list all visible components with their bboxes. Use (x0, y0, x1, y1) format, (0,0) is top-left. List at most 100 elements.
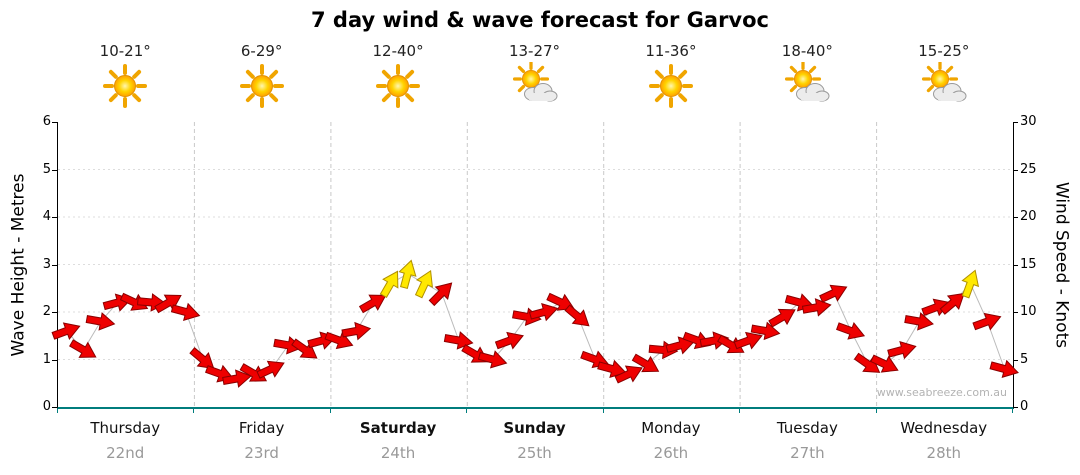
left-axis-tick (52, 169, 57, 171)
day-name: Tuesday (776, 419, 838, 437)
wind-arrow (989, 359, 1019, 378)
wind-arrow (614, 365, 643, 384)
left-axis-tick-label: 4 (42, 209, 51, 224)
left-axis-tick (52, 359, 57, 361)
wind-arrow (189, 347, 215, 370)
left-axis-tick-label: 3 (42, 256, 51, 272)
left-axis-tick-label: 6 (42, 114, 51, 129)
day-date: 26th (653, 444, 689, 462)
sun-cloud-icon (783, 60, 831, 110)
day-name: Saturday (359, 419, 437, 437)
wind-arrow (324, 331, 354, 350)
wind-arrow (870, 354, 899, 373)
plot-area: www.seabreeze.com.au (51, 122, 1019, 409)
day-date: 27th (790, 444, 825, 462)
day-boundary-tick (1012, 409, 1013, 413)
wind-arrow (836, 322, 866, 340)
right-axis-tick-label: 15 (1020, 256, 1037, 272)
left-axis-tick-label: 5 (42, 161, 51, 177)
right-axis-tick (1013, 169, 1018, 171)
right-axis-tick (1013, 122, 1018, 123)
wind-arrow (69, 339, 97, 358)
right-axis-tick (1013, 217, 1018, 218)
wind-arrow (428, 282, 453, 307)
day-date: 24th (380, 444, 416, 462)
left-axis-tick (52, 217, 57, 218)
sun-cloud-icon (920, 60, 968, 110)
day-name: Thursday (90, 419, 161, 437)
right-axis-tick-label: 5 (1020, 351, 1029, 367)
right-axis-tick-label: 25 (1020, 161, 1037, 177)
wind-arrow (222, 369, 252, 388)
wind-arrow (341, 321, 372, 341)
day-date: 23rd (244, 444, 279, 462)
right-axis-tick-label: 20 (1020, 209, 1037, 224)
right-axis-tick-label: 10 (1020, 304, 1037, 319)
right-axis-label: Wind Speed - Knots (1051, 181, 1072, 349)
wind-arrow (512, 307, 542, 326)
wind-arrow (358, 294, 387, 314)
day-boundary-tick (329, 409, 331, 413)
day-temp: 12-40° (372, 42, 424, 60)
day-temp: 15-25° (918, 42, 970, 60)
wind-arrow (648, 340, 679, 360)
wind-arrow (750, 321, 781, 341)
wind-arrow (961, 269, 980, 299)
left-axis-tick (52, 122, 57, 123)
page-title: 7 day wind & wave forecast for Garvoc (310, 8, 769, 32)
sun-icon (647, 62, 695, 110)
wind-arrow-chart (51, 122, 1019, 407)
right-axis-tick (1013, 264, 1018, 266)
sun-cloud-icon (511, 60, 559, 110)
wind-arrow (819, 284, 848, 303)
left-axis-tick (52, 407, 57, 408)
wind-arrow (154, 294, 182, 314)
day-boundary-tick (466, 409, 468, 413)
day-date: 22nd (106, 444, 145, 462)
wind-arrow (414, 269, 433, 299)
day-boundary-tick (739, 409, 741, 413)
right-axis-tick (1013, 407, 1018, 408)
day-boundary-tick (193, 409, 195, 413)
wind-arrow (768, 308, 796, 328)
wind-arrow (494, 331, 524, 350)
day-date: 28th (926, 444, 962, 462)
wind-arrow (51, 322, 81, 340)
sun-icon (101, 62, 149, 110)
day-name: Monday (641, 419, 701, 437)
wind-arrow (85, 312, 116, 331)
day-date: 25th (517, 444, 552, 462)
wind-arrow (273, 335, 303, 355)
right-axis-tick-label: 30 (1020, 114, 1037, 129)
wind-arrow (801, 298, 832, 317)
left-axis-tick (52, 312, 57, 313)
day-temp: 11-36° (645, 42, 697, 60)
day-boundary-tick (602, 409, 604, 413)
left-axis-tick-label: 1 (42, 351, 51, 367)
left-axis-tick-label: 2 (42, 304, 51, 319)
wind-arrow (972, 312, 1002, 331)
wind-arrow (398, 259, 417, 290)
day-temp: 18-40° (781, 42, 833, 60)
wind-arrow (379, 270, 399, 299)
sun-icon (238, 62, 286, 110)
day-boundary-tick (57, 409, 58, 413)
left-axis-tick (52, 264, 57, 266)
wind-arrow (528, 303, 559, 322)
day-boundary-tick (875, 409, 877, 413)
day-temp: 6-29° (240, 42, 283, 60)
wind-arrow (853, 352, 881, 373)
wind-arrow (119, 292, 149, 311)
sun-icon (374, 62, 422, 110)
wind-arrow (733, 331, 763, 350)
wind-arrow (170, 302, 201, 321)
left-axis-tick-label: 0 (42, 399, 51, 414)
wind-arrow (904, 312, 934, 331)
wind-arrow (477, 350, 508, 369)
day-temp: 10-21° (99, 42, 151, 60)
day-name: Sunday (503, 419, 566, 437)
wind-arrow (631, 353, 660, 373)
wind-arrow (256, 360, 285, 379)
watermark: www.seabreeze.com.au (876, 386, 1007, 399)
